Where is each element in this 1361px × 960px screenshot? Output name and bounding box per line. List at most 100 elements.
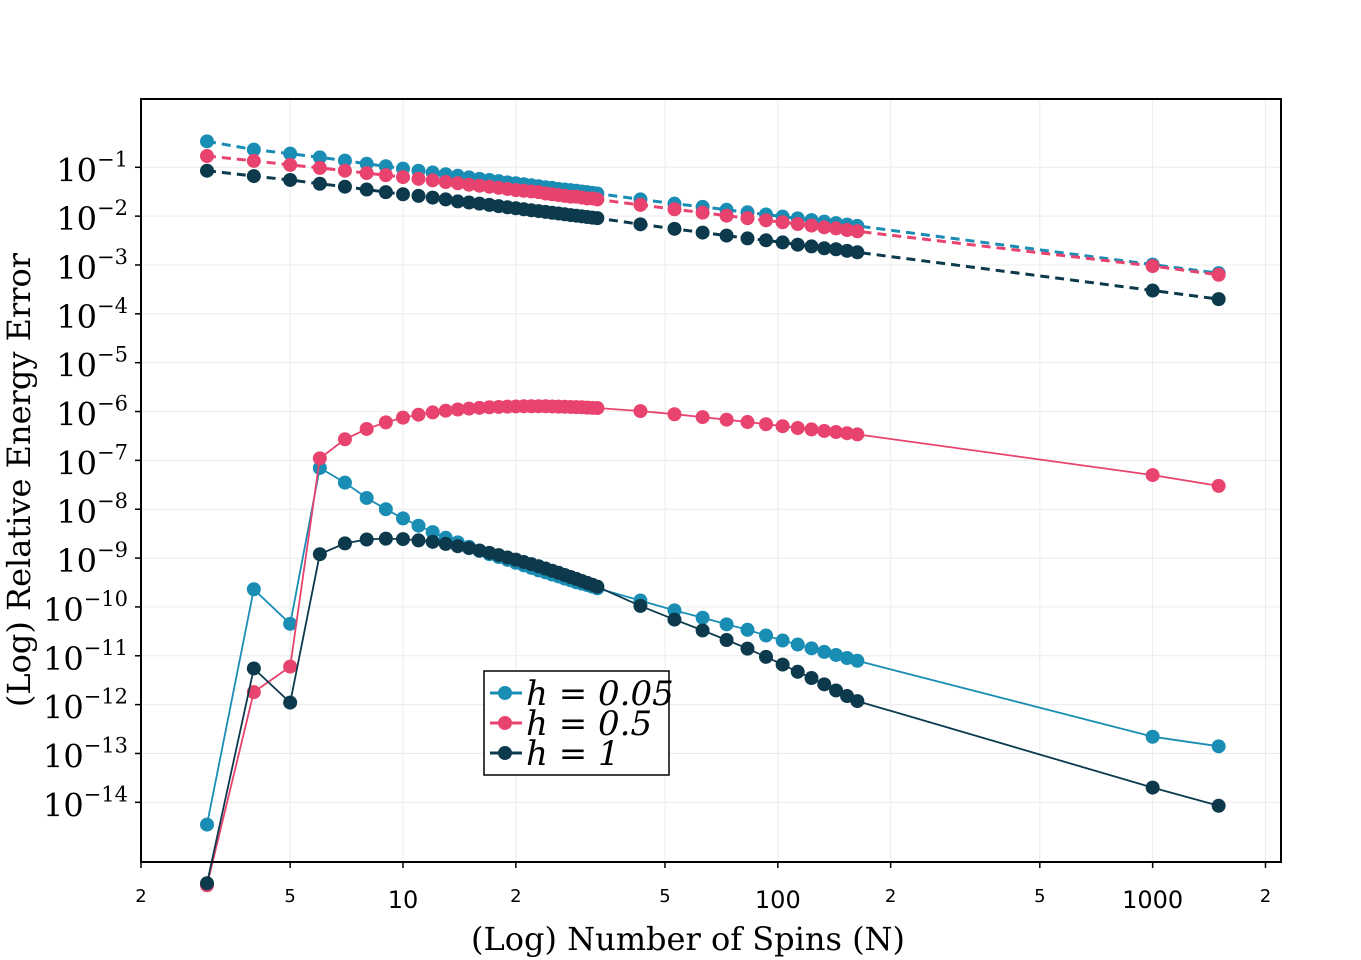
data-point — [246, 582, 261, 597]
data-point — [1145, 283, 1160, 298]
data-point — [759, 417, 774, 432]
data-point — [378, 531, 393, 546]
data-point — [200, 817, 215, 832]
data-point — [337, 163, 352, 178]
data-point — [200, 149, 215, 164]
data-point — [312, 547, 327, 562]
data-point — [395, 410, 410, 425]
x-tick-label-minor: 2 — [1260, 886, 1271, 907]
data-point — [283, 659, 298, 674]
data-point — [1211, 267, 1226, 282]
series-solid-h-0-5 — [200, 399, 1226, 893]
data-point — [438, 536, 453, 551]
data-point — [1211, 292, 1226, 307]
data-point — [425, 190, 440, 205]
data-point — [817, 220, 832, 235]
y-tick-label: 10−11 — [43, 636, 128, 678]
x-tick-label-minor: 2 — [510, 886, 521, 907]
data-point — [633, 598, 648, 613]
data-point — [359, 490, 374, 505]
data-point — [840, 223, 855, 238]
legend-item: h = 0.05 — [490, 674, 674, 714]
legend: h = 0.05h = 0.5h = 1 — [483, 670, 674, 776]
data-point — [667, 407, 682, 422]
data-point — [450, 402, 465, 417]
data-point — [759, 628, 774, 643]
data-point — [425, 173, 440, 188]
data-point — [633, 404, 648, 419]
data-point — [411, 171, 426, 186]
data-point — [1211, 478, 1226, 493]
y-tick-label: 10−7 — [56, 440, 128, 482]
data-point — [312, 451, 327, 466]
y-tick-label: 10−5 — [56, 343, 128, 385]
data-point — [283, 157, 298, 172]
y-tick-label: 10−6 — [56, 392, 128, 434]
data-point — [395, 170, 410, 185]
y-tick-label: 10−14 — [43, 782, 128, 824]
data-point — [719, 208, 734, 223]
data-point — [337, 153, 352, 168]
data-point — [1211, 798, 1226, 813]
data-point — [775, 215, 790, 230]
data-point — [438, 174, 453, 189]
data-point — [790, 217, 805, 232]
data-point — [804, 239, 819, 254]
x-tick-label-minor: 5 — [1034, 886, 1045, 907]
y-tick-label: 10−10 — [43, 587, 128, 629]
data-point — [378, 415, 393, 430]
series-solid-h-0-05 — [200, 460, 1226, 832]
plot-frame — [140, 98, 1282, 863]
plot-area — [200, 134, 1226, 893]
data-point — [200, 876, 215, 891]
data-point — [425, 525, 440, 540]
data-point — [759, 233, 774, 248]
data-point — [740, 211, 755, 226]
legend-label: h = 1 — [526, 734, 620, 774]
data-point — [850, 653, 865, 668]
data-point — [450, 194, 465, 209]
data-point — [817, 423, 832, 438]
data-point — [1145, 780, 1160, 795]
data-point — [695, 205, 710, 220]
data-point — [804, 218, 819, 233]
series-line — [206, 154, 1219, 277]
series-dashed-h-0-05 — [200, 134, 1226, 281]
data-point — [425, 405, 440, 420]
data-point — [850, 224, 865, 239]
data-point — [246, 153, 261, 168]
legend-marker — [498, 716, 512, 730]
data-point — [450, 539, 465, 554]
data-point — [312, 460, 327, 475]
series-solid-h-1 — [200, 531, 1226, 891]
data-point — [312, 160, 327, 175]
data-point — [359, 182, 374, 197]
data-point — [246, 169, 261, 184]
data-point — [425, 534, 440, 549]
legend-label: h = 0.05 — [526, 674, 674, 714]
data-point — [633, 197, 648, 212]
data-point — [590, 579, 605, 594]
data-point — [740, 641, 755, 656]
data-point — [775, 657, 790, 672]
data-point — [759, 213, 774, 228]
data-point — [395, 511, 410, 526]
data-point — [337, 536, 352, 551]
data-point — [411, 518, 426, 533]
data-point — [1211, 739, 1226, 754]
data-point — [378, 185, 393, 200]
data-point — [1145, 729, 1160, 744]
x-tick-label-minor: 2 — [135, 886, 146, 907]
data-point — [829, 221, 844, 236]
data-point — [590, 192, 605, 207]
data-point — [667, 221, 682, 236]
data-point — [200, 134, 215, 149]
y-tick-label: 10−9 — [56, 538, 128, 580]
data-point — [817, 677, 832, 692]
data-point — [200, 163, 215, 178]
data-point — [283, 695, 298, 710]
data-point — [695, 623, 710, 638]
data-point — [850, 694, 865, 709]
data-point — [246, 142, 261, 157]
